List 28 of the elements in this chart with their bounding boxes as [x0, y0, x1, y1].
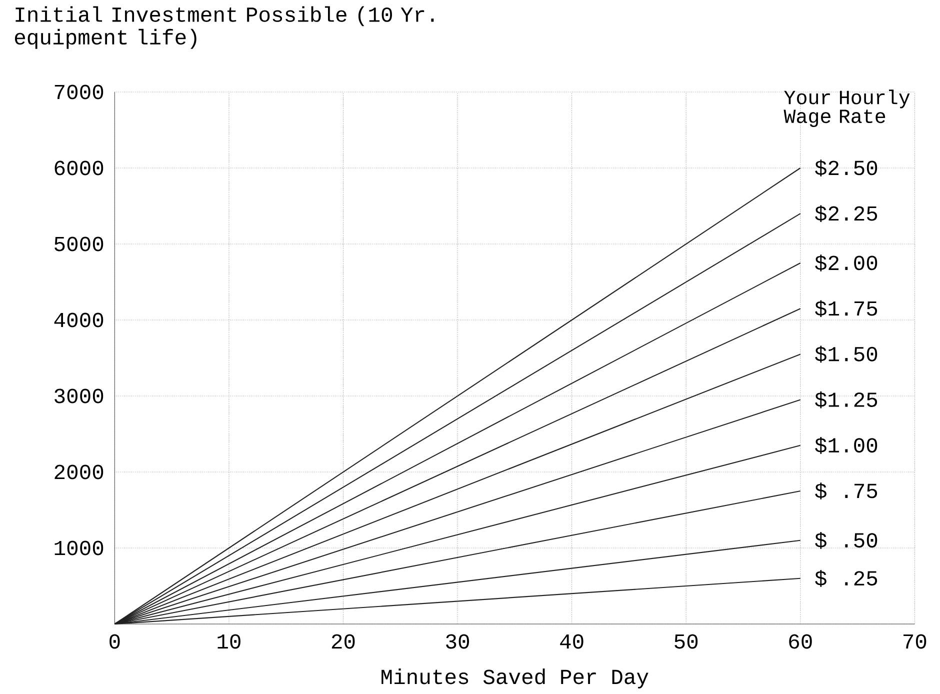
series-label: $2.25 — [815, 205, 878, 222]
legend-title: Your Hourly Wage Rate — [784, 90, 910, 128]
y-tick-label: 7000 — [54, 84, 104, 100]
y-tick-label: 2000 — [54, 464, 104, 480]
x-tick-label: 20 — [332, 634, 355, 649]
x-tick-label: 70 — [904, 634, 926, 649]
series-label: $2.50 — [815, 160, 878, 176]
x-tick-label: 40 — [560, 634, 584, 649]
series-label: $ .25 — [815, 570, 878, 587]
y-tick-label: 3000 — [54, 388, 104, 404]
series-label: $1.00 — [815, 436, 878, 454]
series-label: $ .75 — [815, 482, 878, 500]
series-label: $2.00 — [815, 254, 878, 272]
series-label: $1.25 — [815, 391, 878, 408]
y-tick-label: 1000 — [54, 540, 104, 556]
x-tick-label: 10 — [218, 634, 240, 649]
y-axis-title: Initial Investment Possible (10 Yr. equipment life) — [14, 6, 434, 49]
y-tick-label: 6000 — [54, 160, 104, 176]
y-tick-label: 4000 — [54, 312, 104, 328]
x-tick-label: 60 — [789, 634, 812, 649]
series-label: $ .50 — [815, 532, 878, 549]
series-label: $1.75 — [815, 300, 878, 318]
x-tick-label: 0 — [110, 634, 120, 649]
x-tick-label: 50 — [674, 634, 698, 649]
y-tick-label: 5000 — [54, 236, 104, 252]
x-axis-title: Minutes Saved Per Day — [382, 668, 648, 688]
series-label: $1.50 — [815, 346, 878, 363]
x-tick-label: 30 — [446, 634, 469, 649]
